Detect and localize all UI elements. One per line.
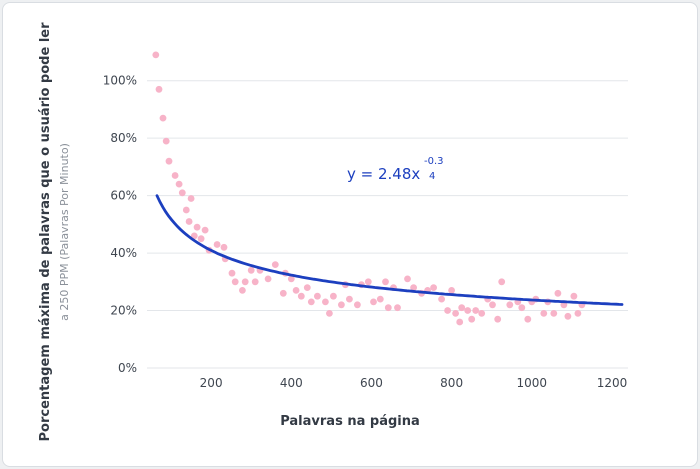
x-axis-ticks: 200 400 600 800 1000 1200 (200, 376, 628, 390)
data-point (338, 301, 345, 309)
y-axis-subtitle: a 250 PPM (Palavras Por Minuto) (58, 143, 71, 321)
data-point (489, 301, 496, 309)
data-point (472, 307, 480, 314)
data-point (231, 278, 239, 286)
data-point (524, 315, 532, 323)
data-point (292, 287, 300, 294)
data-point (228, 269, 236, 277)
data-point (506, 301, 514, 309)
data-point (159, 114, 167, 122)
x-tick-label: 600 (360, 376, 383, 390)
data-point (247, 266, 255, 274)
data-point (570, 292, 578, 300)
data-point (518, 304, 526, 312)
data-point (251, 278, 259, 286)
data-point (494, 315, 502, 323)
data-point (241, 278, 249, 286)
data-point (287, 275, 295, 283)
data-point (264, 275, 272, 283)
data-point (307, 298, 315, 306)
data-point (187, 195, 195, 202)
data-point (574, 310, 582, 317)
y-tick-label: 100% (103, 74, 137, 88)
data-point (165, 157, 173, 165)
data-point (498, 278, 506, 286)
data-point (364, 278, 372, 286)
equation-base: y = 2.48x (347, 165, 420, 183)
x-tick-label: 1200 (597, 376, 628, 390)
x-tick-label: 200 (200, 376, 223, 390)
data-point (330, 292, 337, 300)
data-point (326, 310, 333, 317)
data-point (456, 318, 464, 326)
data-point (564, 312, 572, 320)
data-point (197, 235, 205, 243)
x-tick-label: 1000 (517, 376, 548, 390)
data-point (438, 295, 445, 303)
y-tick-label: 80% (110, 131, 137, 145)
data-point (550, 310, 558, 317)
trend-curve (155, 194, 624, 306)
data-point (464, 307, 472, 314)
data-point (239, 287, 246, 294)
data-point (346, 295, 353, 303)
data-point (458, 304, 466, 312)
data-point (162, 137, 170, 145)
data-point (182, 206, 190, 214)
data-point (404, 275, 411, 283)
data-point (155, 85, 163, 93)
x-tick-label: 400 (280, 376, 303, 390)
data-point (354, 301, 361, 309)
data-point (444, 307, 451, 314)
y-axis-title: Porcentagem máxima de palavras que o usu… (38, 22, 53, 442)
data-point (178, 189, 186, 197)
y-tick-label: 0% (118, 361, 137, 375)
data-point (540, 310, 548, 317)
grid-lines (147, 80, 628, 369)
y-tick-label: 20% (110, 304, 137, 318)
x-axis-title: Palavras na página (280, 414, 420, 429)
data-point (271, 261, 279, 268)
equation-exponent-bottom: 4 (429, 171, 435, 182)
data-point (452, 310, 459, 317)
data-point (303, 284, 311, 291)
data-point (322, 298, 329, 306)
data-point (152, 51, 160, 59)
data-point (478, 310, 486, 317)
x-tick-label: 800 (440, 376, 463, 390)
data-point (430, 284, 437, 291)
data-point (279, 289, 287, 297)
data-point (448, 287, 455, 294)
data-point (175, 180, 183, 188)
data-point (201, 226, 209, 234)
data-point (193, 223, 201, 231)
y-tick-label: 60% (110, 189, 137, 203)
data-point (185, 218, 193, 225)
data-point (297, 292, 305, 300)
data-point (370, 298, 377, 306)
data-point (171, 172, 179, 179)
y-tick-label: 40% (110, 246, 137, 260)
data-point (468, 315, 476, 323)
data-point (314, 292, 321, 300)
y-axis-ticks: 0% 20% 40% 60% 80% 100% (103, 74, 137, 375)
data-point (384, 304, 392, 312)
data-point (220, 243, 228, 251)
data-point (376, 295, 384, 303)
data-point (410, 284, 417, 291)
data-point (382, 278, 389, 286)
equation-exponent-top: -0.3 (424, 156, 444, 167)
data-point (213, 241, 221, 248)
data-point (554, 289, 562, 297)
data-points (152, 51, 586, 326)
data-point (394, 304, 401, 312)
data-point (190, 232, 198, 240)
